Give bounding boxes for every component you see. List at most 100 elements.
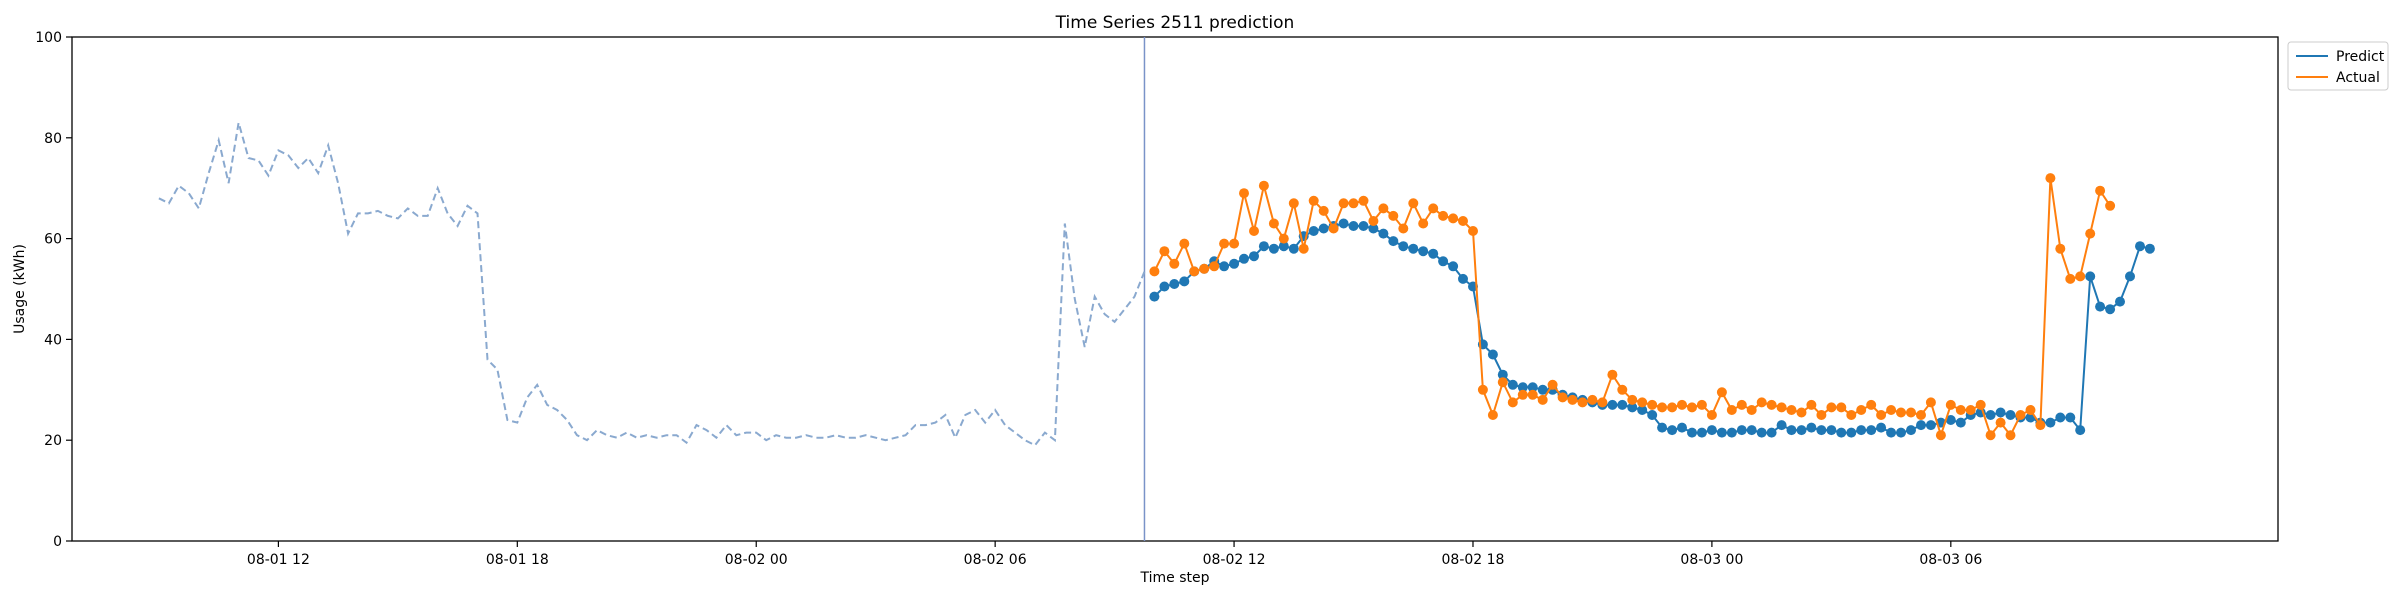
predict-point-27 [1418,246,1429,257]
predict-point-1 [1159,281,1170,292]
predict-point-84 [1985,410,1996,420]
predict-point-39 [1537,384,1548,395]
actual-point-58 [1726,405,1737,415]
x-tick-label-3: 08-02 06 [964,552,1027,568]
actual-point-51 [1657,402,1668,413]
actual-point-42 [1567,394,1578,405]
actual-point-74 [1886,405,1897,415]
predict-point-19 [1338,218,1349,229]
actual-point-45 [1597,397,1608,408]
actual-point-80 [1945,399,1956,410]
actual-point-71 [1856,405,1867,415]
actual-point-75 [1896,407,1906,418]
actual-point-52 [1667,402,1678,413]
x-axis: 08-01 12 08-01 18 08-02 00 08-02 06 08-02 12… [247,541,1982,568]
predict-point-94 [2085,271,2096,282]
predict-point-59 [1736,425,1747,436]
predict-point-77 [1916,420,1926,431]
predict-point-29 [1438,256,1449,267]
predict-point-72 [1866,425,1877,436]
actual-point-89 [2035,420,2046,431]
actual-point-32 [1468,226,1478,236]
y-tick-label-5: 100 [35,30,62,46]
actual-point-19 [1338,198,1349,209]
legend-label-predict: Predict [2336,49,2385,65]
predict-point-97 [2115,296,2125,307]
predict-point-65 [1796,425,1807,436]
chart-title: Time Series 2511 prediction [1055,13,1295,33]
predict-point-28 [1428,248,1439,259]
actual-point-7 [1219,238,1230,249]
actual-point-17 [1318,205,1329,216]
predict-point-0 [1149,291,1160,302]
actual-point-59 [1736,399,1747,410]
actual-point-54 [1687,402,1697,413]
predict-series [1149,218,2155,438]
predict-point-3 [1179,276,1190,287]
predict-point-91 [2055,412,2066,423]
actual-point-24 [1388,210,1399,221]
y-tick-label-4: 80 [44,131,62,147]
y-axis-title: Usage (kWh) [12,244,28,334]
actual-point-22 [1368,216,1379,226]
predict-point-25 [1398,241,1409,252]
actual-point-76 [1906,407,1916,418]
actual-point-13 [1278,233,1289,244]
actual-point-41 [1557,392,1568,403]
predict-point-78 [1925,420,1936,431]
actual-point-14 [1288,198,1299,209]
actual-point-25 [1398,223,1409,234]
actual-point-90 [2045,173,2056,184]
predict-point-85 [1995,407,2006,418]
actual-point-44 [1587,394,1598,405]
x-tick-label-4: 08-02 12 [1203,552,1266,568]
actual-point-64 [1786,405,1797,415]
actual-point-49 [1637,397,1648,408]
actual-point-34 [1487,410,1498,420]
actual-point-77 [1916,410,1926,420]
actual-point-50 [1647,399,1658,410]
predict-point-21 [1358,221,1369,231]
legend: Predict Actual [2287,41,2389,91]
predict-point-99 [2135,241,2145,252]
predict-point-11 [1258,241,1269,252]
predict-point-49 [1637,405,1648,415]
actual-point-69 [1836,402,1847,413]
actual-point-2 [1169,258,1180,269]
predict-point-7 [1219,261,1230,272]
predict-point-86 [2005,410,2016,420]
predict-point-13 [1278,241,1289,252]
predict-point-51 [1657,422,1668,433]
predict-point-12 [1268,243,1279,254]
predict-point-50 [1647,410,1658,420]
predict-point-61 [1756,427,1767,438]
predict-point-17 [1318,223,1329,234]
actual-point-83 [1975,399,1986,410]
actual-point-29 [1438,210,1449,221]
actual-point-56 [1706,410,1717,420]
predict-point-37 [1517,382,1528,393]
predict-point-55 [1696,427,1707,438]
actual-point-57 [1716,387,1727,398]
predict-point-98 [2125,271,2135,282]
y-tick-label-1: 20 [44,433,62,449]
predict-point-56 [1706,425,1717,436]
x-tick-label-7: 08-03 06 [1919,552,1982,568]
history-series [158,122,1146,447]
actual-point-39 [1537,394,1548,405]
history-line [158,122,1146,447]
predict-point-96 [2105,304,2116,315]
predict-point-23 [1378,228,1389,239]
predict-point-100 [2144,243,2155,254]
actual-point-37 [1517,389,1528,400]
actual-point-31 [1458,216,1468,226]
actual-point-38 [1527,389,1538,400]
x-tick-label-0: 08-01 12 [247,552,310,568]
actual-point-47 [1617,384,1628,395]
predict-point-63 [1776,420,1787,431]
predict-point-80 [1945,415,1956,425]
actual-point-20 [1348,198,1359,209]
predict-point-10 [1249,251,1259,262]
legend-label-actual: Actual [2336,70,2380,86]
